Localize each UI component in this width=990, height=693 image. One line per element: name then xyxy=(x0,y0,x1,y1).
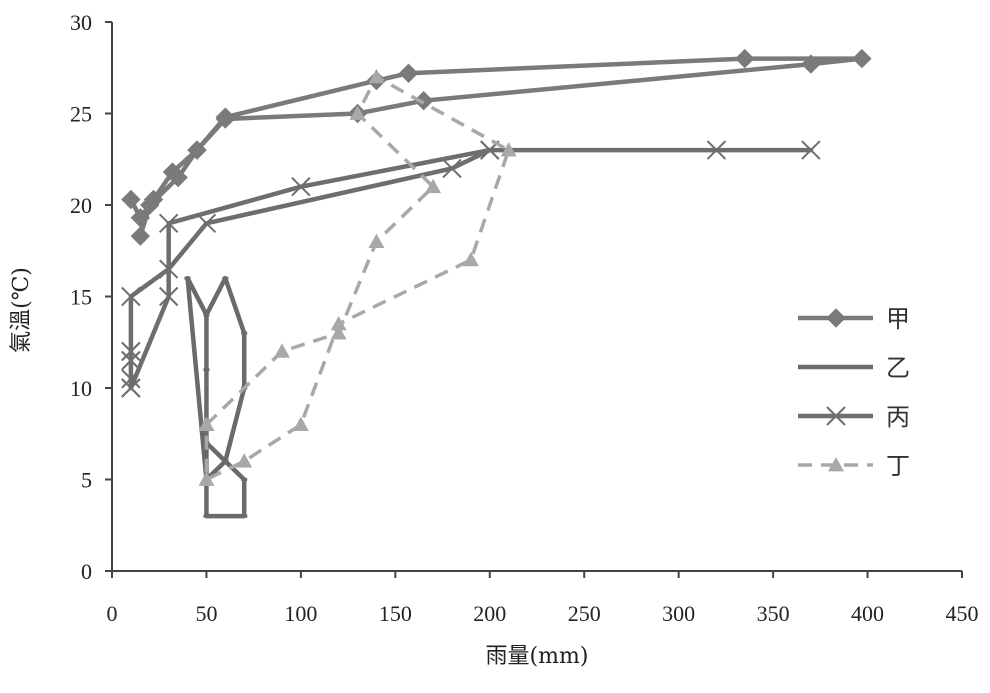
data-point xyxy=(274,343,290,358)
legend-item: 丙 xyxy=(798,403,910,431)
legend-item: 丁 xyxy=(798,452,910,480)
data-point xyxy=(168,167,188,188)
y-tick-label: 5 xyxy=(81,468,92,493)
data-point xyxy=(330,315,347,331)
series-line xyxy=(128,147,814,391)
legend-label: 乙 xyxy=(886,354,910,382)
data-point xyxy=(368,68,385,84)
data-point xyxy=(442,158,462,179)
x-tick-label: 200 xyxy=(473,601,506,626)
data-point xyxy=(413,90,434,111)
y-tick-label: 30 xyxy=(70,10,92,35)
legend-label: 丁 xyxy=(886,452,910,480)
data-point xyxy=(828,457,844,472)
data-point xyxy=(801,54,821,74)
data-point xyxy=(130,226,151,246)
x-tick-label: 350 xyxy=(757,601,790,626)
data-point xyxy=(121,341,141,362)
data-point xyxy=(121,378,141,398)
data-point xyxy=(140,195,160,215)
y-tick-label: 20 xyxy=(70,193,92,218)
legend-item: 甲 xyxy=(798,305,910,333)
legend-item: 乙 xyxy=(798,354,910,382)
data-point xyxy=(198,416,215,431)
data-point xyxy=(706,140,727,160)
data-point xyxy=(158,213,179,234)
data-point xyxy=(236,453,253,468)
series-2 xyxy=(184,275,248,519)
data-point xyxy=(801,140,821,160)
data-point xyxy=(735,48,755,69)
x-tick-label: 150 xyxy=(379,601,412,626)
data-point xyxy=(196,213,217,234)
tick-marks: 0 50 100 150 200 250 300 350 400 450 0 5 10 15 20 25 30 xyxy=(70,10,979,626)
x-tick-label: 50 xyxy=(195,601,217,626)
y-tick-label: 10 xyxy=(70,376,92,401)
data-point xyxy=(462,251,479,267)
data-point xyxy=(349,105,366,120)
x-tick-label: 400 xyxy=(851,601,884,626)
data-point xyxy=(187,140,207,160)
data-point xyxy=(121,369,141,389)
data-point xyxy=(852,48,872,69)
data-point xyxy=(291,176,311,197)
data-point xyxy=(215,107,236,127)
x-tick-label: 300 xyxy=(662,601,695,626)
series-3 xyxy=(121,140,821,398)
data-point xyxy=(292,416,309,431)
data-point xyxy=(425,178,442,194)
data-point xyxy=(826,308,846,328)
series-1 xyxy=(121,48,872,246)
data-point xyxy=(826,406,846,426)
y-tick-label: 15 xyxy=(70,285,92,310)
data-point xyxy=(158,286,179,307)
data-point xyxy=(500,142,517,157)
data-point xyxy=(198,471,215,486)
series-line xyxy=(128,56,865,239)
y-tick-label: 0 xyxy=(81,559,92,584)
x-tick-label: 0 xyxy=(107,601,118,626)
legend-label: 甲 xyxy=(886,305,910,333)
series-lines xyxy=(121,48,872,519)
data-point xyxy=(158,259,179,279)
x-tick-label: 100 xyxy=(284,601,317,626)
series-line xyxy=(185,275,247,519)
series-line xyxy=(204,75,511,482)
y-axis-title: 氣溫(℃) xyxy=(9,267,34,353)
data-point xyxy=(368,233,385,248)
data-point xyxy=(121,350,141,371)
series-4 xyxy=(198,68,517,486)
data-point xyxy=(121,189,141,210)
data-point xyxy=(398,63,419,83)
data-point xyxy=(121,286,141,307)
x-tick-label: 450 xyxy=(946,601,979,626)
axes xyxy=(111,22,962,572)
y-tick-label: 25 xyxy=(70,102,92,127)
legend-label: 丙 xyxy=(886,403,910,431)
x-tick-label: 250 xyxy=(568,601,601,626)
x-axis-title: 雨量(mm) xyxy=(486,644,589,669)
data-point xyxy=(330,325,347,340)
